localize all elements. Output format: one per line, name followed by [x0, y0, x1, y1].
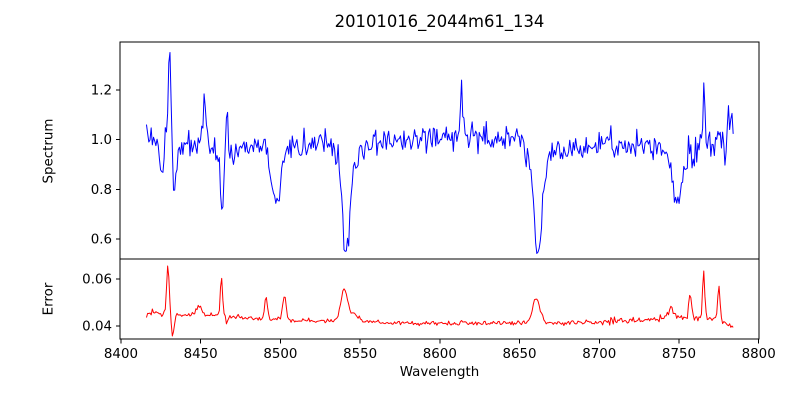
x-tick-label: 8400: [104, 347, 138, 362]
x-tick-label: 8500: [263, 347, 297, 362]
x-tick-label: 8700: [582, 347, 616, 362]
x-tick-label: 8750: [662, 347, 696, 362]
error-y-tick-label: 0.04: [82, 320, 112, 335]
spectrum-y-tick-label: 0.8: [91, 183, 112, 198]
x-tick-label: 8650: [502, 347, 536, 362]
error-line: [145, 265, 734, 337]
x-tick-label: 8550: [343, 347, 377, 362]
x-tick-label: 8450: [184, 347, 218, 362]
error-y-axis-label: Error: [41, 282, 57, 316]
spectrum-y-tick-label: 1.2: [91, 83, 112, 98]
x-tick-label: 8600: [423, 347, 457, 362]
spectrum-y-tick-label: 0.6: [91, 233, 112, 248]
error-panel-spines: [119, 258, 760, 340]
spectrum-line: [145, 52, 734, 254]
chart-title: 20101016_2044m61_134: [334, 12, 545, 31]
error-y-tick-label: 0.06: [82, 273, 112, 288]
spectrum-y-axis-label: Spectrum: [41, 118, 57, 184]
x-axis-label: Wavelength: [399, 365, 480, 380]
spectrum-y-tick-label: 1.0: [91, 133, 112, 148]
x-tick-label: 8800: [742, 347, 776, 362]
